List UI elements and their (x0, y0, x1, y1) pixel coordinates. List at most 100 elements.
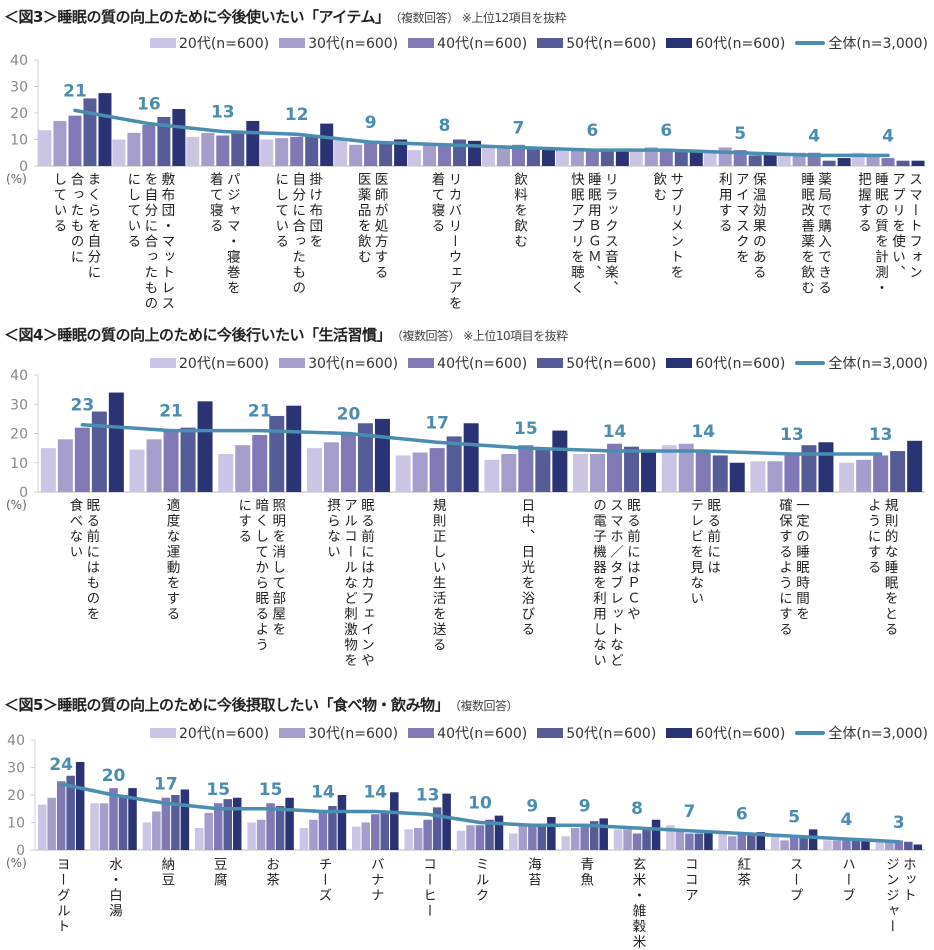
bar (675, 830, 685, 850)
x-category-label: 保温効果のある アイマスクを 利用する (715, 172, 766, 281)
bar (275, 138, 289, 166)
x-category-label: リカバリーウェアを 着て寝る (428, 172, 462, 312)
total-line (73, 108, 890, 158)
legend-swatch (666, 38, 693, 48)
total-data-label: 6 (736, 805, 748, 825)
legend-label: 50代(n=600) (566, 36, 657, 52)
bar (305, 136, 319, 166)
bar (390, 792, 399, 850)
total-data-label: 17 (154, 774, 178, 794)
total-data-label: 5 (788, 807, 800, 827)
y-tick-label: 30 (7, 761, 25, 777)
bar (541, 147, 555, 166)
bar (252, 434, 268, 492)
bar (537, 825, 547, 850)
total-data-label: 24 (49, 755, 73, 775)
bar (822, 160, 836, 166)
x-category-label: 海苔 (524, 857, 541, 888)
total-data-label: 7 (683, 802, 695, 822)
legend-label: 50代(n=600) (566, 726, 657, 742)
bar (129, 449, 145, 492)
bar (511, 144, 525, 166)
legend-swatch (408, 358, 435, 368)
total-data-label: 9 (365, 113, 377, 133)
bar (337, 795, 347, 850)
bar (674, 150, 688, 166)
total-data-label: 17 (425, 413, 449, 433)
legend-label: 20代(n=600) (179, 726, 270, 742)
chart-title: ＜図4＞睡眠の質の向上のために今後行いたい「生活習慣」 （複数回答） ※上位10項… (4, 324, 568, 345)
bar (911, 160, 925, 166)
bar (913, 844, 923, 850)
x-category-label: 紅茶 (734, 857, 751, 888)
bar (320, 123, 334, 166)
x-category-label: 適度な運動をする (163, 498, 180, 622)
bar (127, 132, 141, 166)
bar (590, 453, 606, 492)
bar (57, 439, 73, 492)
bar (161, 797, 171, 850)
bar (53, 120, 67, 166)
x-category-label: 規則的な睡眠をとる ようにする (864, 498, 898, 638)
bar (112, 139, 126, 166)
bar (423, 144, 437, 166)
bar (808, 829, 818, 850)
bar (290, 136, 304, 166)
bar (38, 130, 52, 166)
bar (260, 139, 274, 166)
bar (729, 462, 745, 492)
legend-item: 50代(n=600) (537, 353, 656, 373)
bar (763, 152, 777, 166)
bar (799, 836, 808, 850)
total-data-label: 15 (514, 419, 538, 439)
x-category-label: 飲料を飲む (510, 172, 527, 250)
total-data-label: 21 (248, 402, 272, 422)
bar (118, 795, 128, 850)
total-data-label: 13 (869, 425, 893, 445)
y-tick-label: 30 (10, 397, 28, 413)
legend-line-swatch (795, 731, 826, 735)
bar (361, 822, 371, 850)
bar (526, 147, 540, 166)
bar (737, 834, 747, 850)
legend-item: 60代(n=600) (666, 33, 785, 53)
bar (570, 828, 580, 850)
bar (573, 453, 589, 492)
bar (456, 830, 466, 850)
legend-label: 30代(n=600) (308, 356, 399, 372)
bar (851, 839, 861, 850)
bar (371, 814, 380, 850)
total-data-label: 13 (211, 103, 235, 123)
bar (695, 451, 711, 492)
x-category-label: 水・白湯 (106, 857, 123, 919)
x-category-label: 敷布団・マットレス を自分に合ったもの にしている (124, 172, 175, 312)
bar (231, 131, 245, 166)
bar (172, 109, 186, 166)
bar (340, 433, 356, 492)
legend-item: 60代(n=600) (666, 723, 785, 743)
bar (832, 840, 842, 850)
bar (555, 150, 569, 166)
bar (194, 828, 204, 850)
chart-title-text: ＜図3＞睡眠の質の向上のために今後使いたい「アイテム」 (4, 8, 390, 26)
total-data-label: 15 (206, 780, 230, 800)
bar (904, 841, 913, 850)
chart-note: （複数回答） ※上位10項目を抜粋 (396, 329, 568, 343)
legend-swatch (666, 358, 693, 368)
total-data-label: 13 (416, 785, 440, 805)
bar (299, 828, 309, 850)
bar (466, 825, 475, 850)
x-category-label: ヨーグルト (53, 857, 70, 935)
legend-item: 全体(n=3,000) (795, 33, 928, 53)
legend-swatch (150, 38, 176, 48)
x-category-label: 青魚 (577, 857, 594, 888)
bar (561, 836, 570, 850)
bar (442, 793, 451, 850)
legend-label: 40代(n=600) (437, 356, 528, 372)
bar (607, 443, 623, 492)
bar (142, 124, 156, 166)
bar (837, 158, 851, 166)
bar (842, 837, 851, 850)
legend-item: 30代(n=600) (279, 723, 398, 743)
